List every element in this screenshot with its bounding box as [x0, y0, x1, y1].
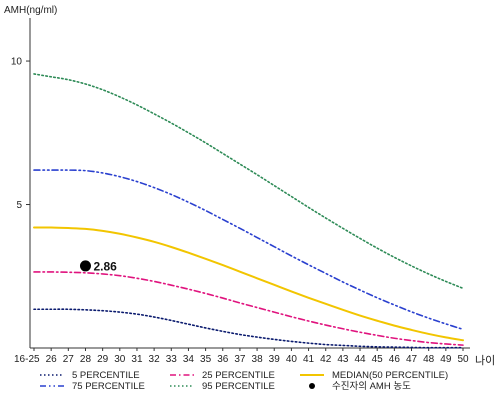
- x-tick-label: 50: [457, 354, 469, 365]
- x-tick-label: 49: [440, 354, 452, 365]
- x-tick-label: 29: [97, 354, 109, 365]
- x-tick-label: 36: [217, 354, 229, 365]
- x-tick-label: 27: [63, 354, 75, 365]
- x-tick-label: 39: [269, 354, 281, 365]
- x-tick-label: 43: [337, 354, 349, 365]
- x-tick-label: 16-25: [14, 354, 40, 365]
- series-line-median-50-percentile: [33, 226, 464, 342]
- legend-label: 5 PERCENTILE: [72, 370, 140, 381]
- y-tick-label: 10: [11, 57, 23, 68]
- legend-label: 75 PERCENTILE: [72, 381, 145, 392]
- x-tick-label: 31: [131, 354, 143, 365]
- legend-label: 25 PERCENTILE: [202, 370, 275, 381]
- patient-amh-point: [79, 260, 91, 272]
- axes: AMH(ng/ml) 나이: [4, 5, 495, 367]
- legend-point-marker: [309, 383, 315, 389]
- x-tick-label: 41: [303, 354, 315, 365]
- x-tick-label: 44: [354, 354, 366, 365]
- series-line-95-percentile: [33, 73, 464, 290]
- x-tick-label: 47: [406, 354, 418, 365]
- x-tick-label: 38: [252, 354, 264, 365]
- legend-label: 수진자의 AMH 농도: [332, 381, 411, 392]
- x-tick-label: 42: [320, 354, 332, 365]
- x-tick-label: 40: [286, 354, 298, 365]
- x-tick-label: 32: [149, 354, 161, 365]
- x-tick-label: 33: [166, 354, 178, 365]
- series-line-25-percentile: [33, 271, 464, 346]
- x-tick-label: 46: [389, 354, 401, 365]
- x-tick-label: 26: [46, 354, 58, 365]
- x-tick-label: 35: [200, 354, 212, 365]
- legend: 5 PERCENTILE 25 PERCENTILE MEDIAN(50 PERCE…: [40, 370, 448, 392]
- x-axis-label: 나이: [475, 354, 495, 367]
- x-tick-label: 45: [372, 354, 384, 365]
- series-line-5-percentile: [33, 308, 464, 349]
- patient-amh-value-label: 2.86: [93, 259, 117, 273]
- x-tick-label: 30: [114, 354, 126, 365]
- x-tick-label: 28: [80, 354, 92, 365]
- y-axis-label: AMH(ng/ml): [4, 5, 57, 16]
- y-tick-label: 5: [16, 200, 22, 211]
- legend-label: MEDIAN(50 PERCENTILE): [332, 370, 448, 381]
- legend-label: 95 PERCENTILE: [202, 381, 275, 392]
- x-tick-label: 34: [183, 354, 195, 365]
- x-tick-label: 48: [423, 354, 435, 365]
- x-tick-label: 37: [234, 354, 246, 365]
- series-line-75-percentile: [33, 169, 464, 331]
